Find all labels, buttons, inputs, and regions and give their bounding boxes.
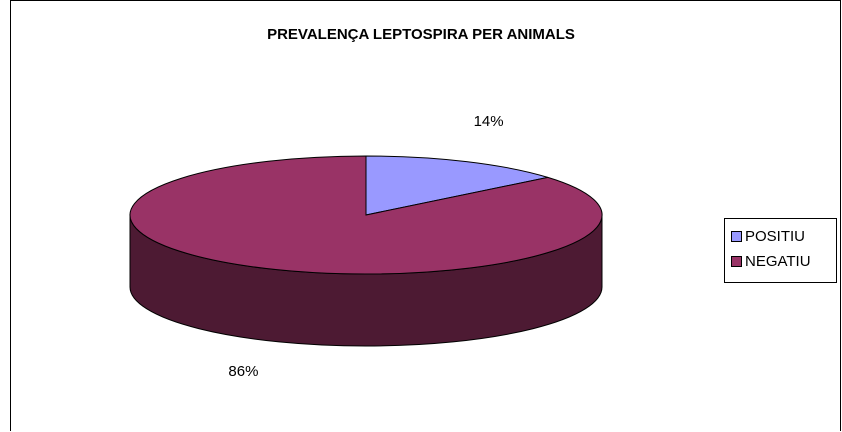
data-label-negatiu: 86% (228, 363, 258, 380)
legend-swatch-positiu (731, 231, 742, 242)
legend-swatch-negatiu (731, 256, 742, 267)
legend-label-negatiu: NEGATIU (745, 253, 811, 270)
legend-item-positiu: POSITIU (731, 224, 836, 249)
data-label-positiu: 14% (474, 113, 504, 130)
legend-item-negatiu: NEGATIU (731, 249, 836, 274)
legend: POSITIU NEGATIU (724, 218, 837, 283)
legend-label-positiu: POSITIU (745, 228, 805, 245)
